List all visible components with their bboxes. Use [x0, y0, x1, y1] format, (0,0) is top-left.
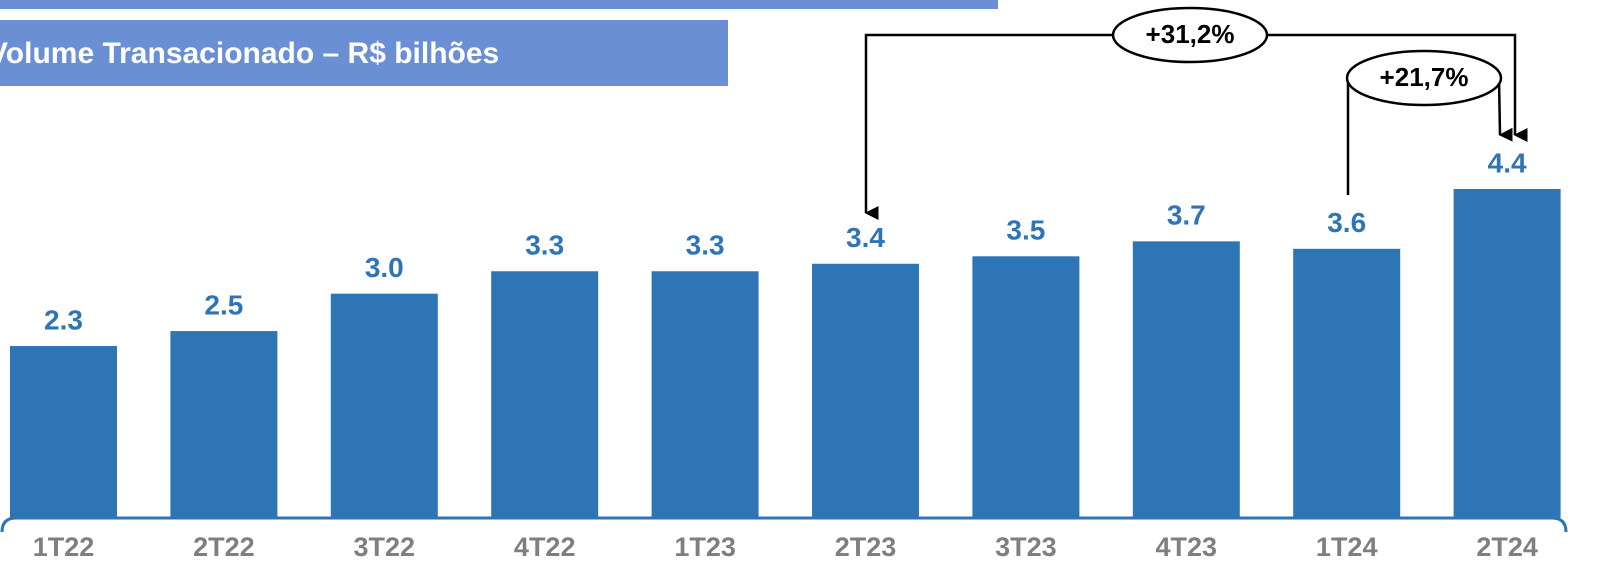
value-label: 3.4 [846, 222, 885, 253]
annotation: +31,2% [1146, 19, 1235, 49]
bar [812, 263, 919, 518]
bar [1132, 241, 1240, 518]
x-tick-label: 2T22 [193, 532, 255, 562]
x-tick-label: 2T23 [835, 532, 897, 562]
annotation: +21,7% [1380, 62, 1469, 92]
baseline-bracket [0, 516, 1568, 533]
bar [170, 331, 278, 518]
x-tick-label: 1T22 [33, 532, 95, 562]
value-label: 3.6 [1327, 207, 1366, 238]
x-tick-label: 1T23 [674, 532, 736, 562]
bar [1293, 248, 1401, 518]
chart-title: Volume Transacionado – R$ bilhões [0, 37, 499, 70]
x-tick-label: 4T23 [1156, 532, 1218, 562]
x-tick-label: 4T22 [514, 532, 576, 562]
value-label: 3.3 [525, 230, 564, 261]
arrow [1497, 77, 1513, 142]
value-label: 2.5 [204, 289, 243, 320]
bar [491, 271, 599, 518]
bar [330, 293, 438, 518]
arrow [1267, 33, 1528, 142]
title-box [0, 20, 728, 86]
value-label: 3.7 [1167, 200, 1206, 231]
x-tick-label: 2T24 [1476, 532, 1538, 562]
top-banner [0, 0, 998, 9]
bar [10, 346, 117, 518]
value-label: 3.0 [365, 252, 404, 283]
annotation-ellipse [1345, 49, 1503, 107]
annotation-arrows [864, 6, 1528, 220]
arrow [864, 33, 1113, 220]
value-label: 4.4 [1488, 147, 1527, 178]
value-label: 2.3 [44, 304, 83, 335]
bar [651, 271, 759, 518]
value-label: 3.5 [1006, 215, 1045, 246]
value-label: 3.3 [686, 230, 725, 261]
annotation-ellipse [1111, 6, 1269, 64]
x-tick-label: 1T24 [1316, 532, 1378, 562]
x-tick-label: 3T22 [354, 532, 416, 562]
x-tick-label: 3T23 [995, 532, 1057, 562]
bar [1453, 189, 1561, 518]
bar [972, 256, 1080, 518]
